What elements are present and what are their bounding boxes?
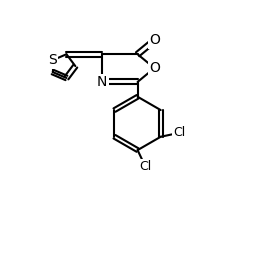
Text: S: S [48, 53, 57, 67]
Text: O: O [148, 34, 159, 47]
Text: Cl: Cl [173, 126, 185, 139]
Text: Cl: Cl [139, 160, 151, 173]
Text: N: N [97, 75, 107, 89]
Text: O: O [148, 61, 159, 75]
